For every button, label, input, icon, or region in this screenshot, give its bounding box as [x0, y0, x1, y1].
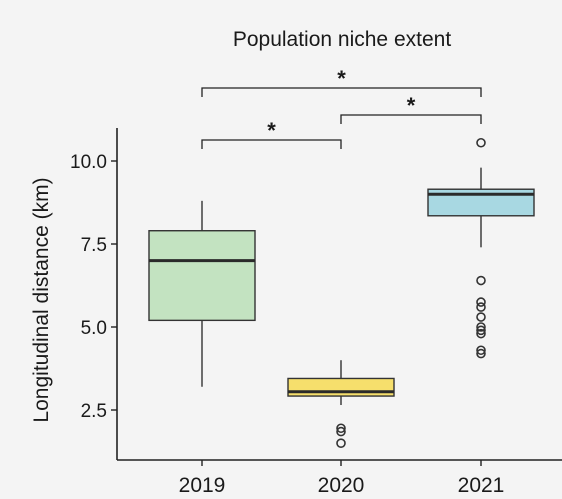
outlier-point — [476, 325, 486, 336]
outlier-point — [476, 328, 486, 339]
outlier-point — [336, 426, 346, 437]
y-tick-label: 7.5 — [81, 235, 107, 256]
x-tick-label: 2021 — [458, 474, 505, 497]
outlier-point — [336, 438, 346, 449]
box-2019 — [148, 230, 256, 322]
significance-bracket — [340, 114, 482, 124]
y-tick-label: 10.0 — [70, 152, 107, 173]
y-tick-label: 5.0 — [81, 318, 107, 339]
y-tick-label: 2.5 — [81, 401, 107, 422]
outlier-point — [476, 322, 486, 332]
outlier-point — [476, 137, 486, 148]
x-tick-label: 2020 — [318, 474, 365, 497]
significance-star: * — [337, 66, 346, 91]
outlier-point — [476, 297, 486, 307]
outlier-point — [476, 302, 486, 312]
y-axis-label: Longitudinal distance (km) — [30, 177, 53, 422]
outlier-point — [476, 312, 486, 322]
box-2020 — [287, 377, 395, 397]
significance-bracket — [201, 87, 482, 97]
significance-star: * — [407, 93, 416, 118]
chart-title: Population niche extent — [233, 28, 451, 51]
significance-bracket — [201, 139, 342, 149]
outlier-point — [336, 423, 346, 434]
x-tick-label: 2019 — [179, 474, 226, 497]
outlier-point — [476, 345, 486, 356]
outlier-point — [476, 275, 486, 286]
outlier-point — [476, 348, 486, 359]
significance-star: * — [267, 118, 276, 143]
plot-area: 2.5 5.0 7.5 10.0 2019 2020 2021 * * * — [70, 66, 562, 497]
